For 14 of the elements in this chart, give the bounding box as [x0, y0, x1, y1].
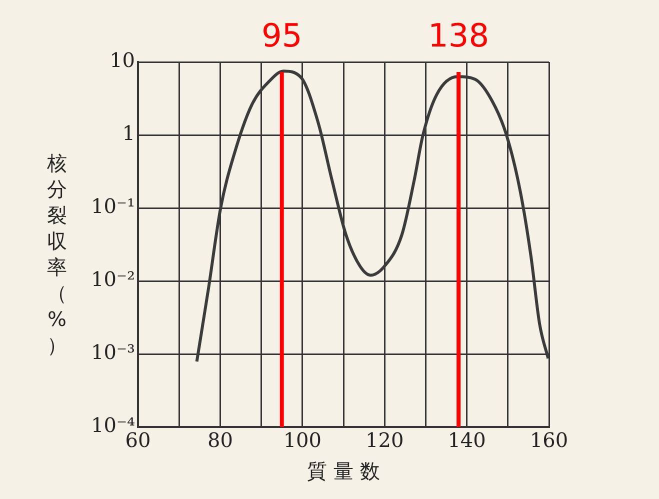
x-tick-label: 100 — [283, 428, 322, 452]
y-tick-label: 10⁻³ — [90, 340, 136, 364]
x-tick-label: 80 — [207, 428, 233, 452]
y-tick-label: 10 — [110, 48, 136, 72]
y-tick-label: 10⁻² — [90, 267, 136, 292]
x-axis-title: 質 量 数 — [307, 459, 380, 484]
x-tick-label: 160 — [530, 428, 568, 452]
y-tick-label: 10⁻¹ — [90, 194, 136, 218]
x-tick-label: 140 — [448, 428, 486, 452]
y-tick-label: 1 — [122, 121, 136, 146]
x-tick-label: 120 — [366, 428, 404, 452]
ref-line-label: 95 — [262, 16, 302, 54]
ref-line-label: 138 — [428, 16, 490, 54]
y-axis-title: 核分裂収率（%） — [46, 150, 68, 358]
